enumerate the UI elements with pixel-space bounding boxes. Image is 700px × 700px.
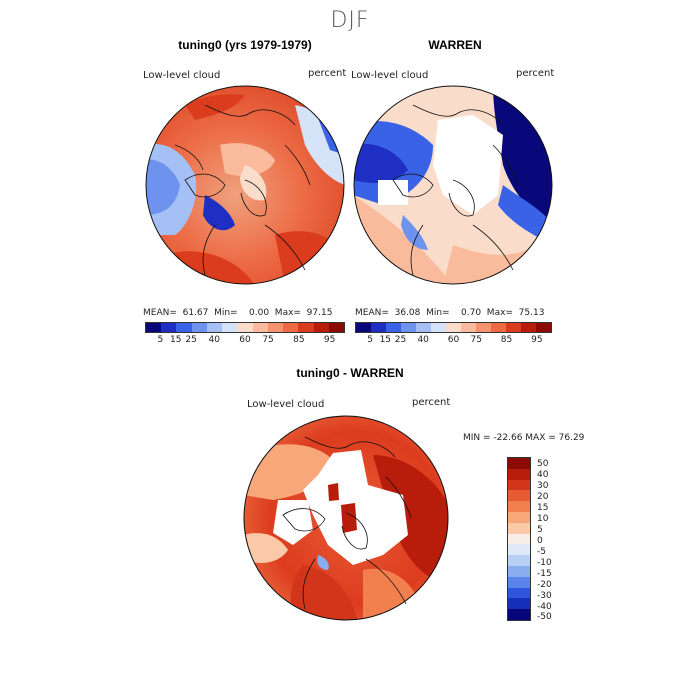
colorbar-swatch <box>298 323 314 332</box>
colorbar-swatch <box>508 587 530 599</box>
diff-units-label: percent <box>412 397 451 408</box>
season-title: DJF <box>330 8 370 33</box>
colorbar-tick-label: 5 <box>367 335 374 345</box>
colorbar-swatch <box>283 323 299 332</box>
colorbar-tick-label: -30 <box>537 590 552 601</box>
panel1-polar-map <box>145 85 345 285</box>
colorbar-swatch <box>267 323 284 332</box>
colorbar-swatch <box>313 323 329 332</box>
panel2-units-label: percent <box>516 68 555 79</box>
colorbar-tick-label: 25 <box>185 335 197 345</box>
colorbar-swatch <box>508 490 530 502</box>
colorbar-tick-label: 60 <box>447 335 460 345</box>
colorbar-swatch <box>146 323 162 332</box>
colorbar-swatch <box>536 323 551 332</box>
panel2-variable-label: Low-level cloud <box>351 70 429 81</box>
colorbar-tick-label: 10 <box>537 514 549 525</box>
colorbar-swatch <box>328 323 345 332</box>
colorbar-tick-label: 25 <box>394 335 407 345</box>
colorbar-tick-label: 95 <box>323 335 336 345</box>
colorbar-swatch <box>508 609 530 620</box>
panel1-stats: MEAN= 61.67 Min= 0.00 Max= 97.15 <box>143 308 333 318</box>
colorbar-tick-label: -15 <box>537 568 552 579</box>
panel1-units-label: percent <box>308 68 347 79</box>
colorbar-tick-label: 50 <box>537 459 549 470</box>
colorbar-swatch <box>401 323 416 332</box>
colorbar-tick-label: 85 <box>500 335 513 345</box>
colorbar-swatch <box>176 323 192 332</box>
colorbar-tick-label: 75 <box>262 335 274 345</box>
colorbar-swatch <box>161 323 177 332</box>
colorbar-tick-label: -5 <box>537 546 546 557</box>
diff-polar-map <box>243 415 449 621</box>
colorbar-swatch <box>521 323 536 332</box>
colorbar-swatch <box>508 565 530 577</box>
colorbar-swatch <box>461 323 476 332</box>
colorbar-swatch <box>508 458 530 469</box>
colorbar-swatch <box>508 479 530 491</box>
colorbar-tick-label: 5 <box>157 335 164 345</box>
colorbar-swatch <box>206 323 223 332</box>
colorbar-swatch <box>431 323 446 332</box>
colorbar-tick-label: 40 <box>417 335 429 345</box>
colorbar-swatch <box>237 323 253 332</box>
colorbar-swatch <box>508 544 530 556</box>
colorbar-swatch <box>191 323 207 332</box>
colorbar-tick-label: 5 <box>537 525 543 535</box>
diff-colorbar-labels: 50 40 30 20 15 10 5 0 -5 -10 -15 -20 -30 -40 -50 <box>537 457 577 623</box>
colorbar-swatch <box>222 323 238 332</box>
diff-colorbar <box>507 457 531 621</box>
colorbar-tick-label: 20 <box>537 492 549 503</box>
colorbar-swatch <box>508 598 530 610</box>
diff-minmax: MIN = -22.66 MAX = 76.29 <box>463 433 585 443</box>
colorbar-tick-label: -50 <box>537 612 552 623</box>
colorbar-tick-label: 75 <box>470 335 482 345</box>
panel2-colorbar: 5 15 25 40 60 75 85 95 <box>355 322 552 345</box>
panel2-polar-map <box>353 85 553 285</box>
colorbar-tick-label: 95 <box>531 335 543 345</box>
colorbar-swatch <box>508 533 530 545</box>
colorbar-swatch <box>508 468 530 480</box>
colorbar-swatch <box>476 323 491 332</box>
colorbar-swatch <box>506 323 521 332</box>
colorbar-swatch <box>416 323 431 332</box>
colorbar-swatch <box>491 323 506 332</box>
colorbar-tick-label: 40 <box>208 335 220 345</box>
diff-title: tuning0 - WARREN <box>296 366 404 380</box>
colorbar-swatch <box>386 323 401 332</box>
colorbar-tick-label: 30 <box>537 481 549 492</box>
panel2-stats: MEAN= 36.08 Min= 0.70 Max= 75.13 <box>355 308 545 318</box>
panel2-title: WARREN <box>428 38 482 52</box>
colorbar-swatch <box>371 323 386 332</box>
panel1-title: tuning0 (yrs 1979-1979) <box>178 38 312 52</box>
colorbar-swatch <box>252 323 268 332</box>
colorbar-tick-label: 85 <box>293 335 305 345</box>
colorbar-tick-label: -20 <box>537 579 552 590</box>
colorbar-tick-label: 60 <box>239 335 251 345</box>
colorbar-swatch <box>446 323 461 332</box>
colorbar-tick-label: 15 <box>379 335 392 345</box>
panel1-variable-label: Low-level cloud <box>143 70 221 81</box>
colorbar-swatch <box>356 323 371 332</box>
colorbar-tick-label: 40 <box>537 470 549 481</box>
colorbar-swatch <box>508 555 530 566</box>
colorbar-tick-label: 15 <box>537 503 549 514</box>
colorbar-tick-label: -10 <box>537 557 552 568</box>
colorbar-swatch <box>508 576 530 588</box>
colorbar-swatch <box>508 501 530 512</box>
colorbar-tick-label: 0 <box>537 535 543 546</box>
panel1-colorbar: 5 15 25 40 60 75 85 95 <box>145 322 345 345</box>
colorbar-swatch <box>508 522 530 534</box>
colorbar-tick-label: -40 <box>537 601 552 612</box>
diff-variable-label: Low-level cloud <box>247 399 325 410</box>
colorbar-swatch <box>508 511 530 523</box>
colorbar-tick-label: 15 <box>170 335 182 345</box>
